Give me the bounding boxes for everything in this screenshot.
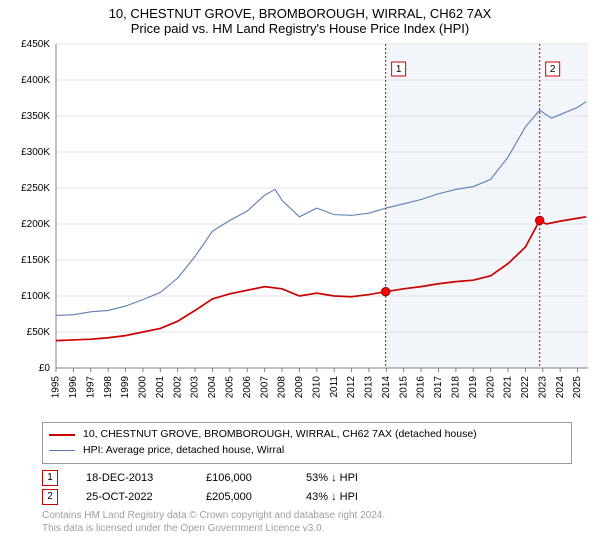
svg-text:£450K: £450K: [21, 39, 50, 50]
transaction-price: £106,000: [206, 472, 306, 484]
transaction-row: 2 25-OCT-2022£205,00043% ↓ HPI: [42, 489, 600, 505]
svg-text:2021: 2021: [503, 376, 514, 399]
svg-text:£100K: £100K: [21, 291, 50, 302]
transaction-date: 25-OCT-2022: [86, 491, 206, 503]
svg-text:2012: 2012: [346, 376, 357, 399]
svg-text:2009: 2009: [294, 376, 305, 399]
svg-text:2011: 2011: [329, 376, 340, 398]
chart-title-line2: Price paid vs. HM Land Registry's House …: [0, 21, 600, 36]
svg-text:£250K: £250K: [21, 183, 50, 194]
transaction-badge: 2: [42, 489, 58, 505]
svg-text:2018: 2018: [451, 376, 462, 399]
svg-text:2015: 2015: [398, 376, 409, 399]
transaction-pct: 43% ↓ HPI: [306, 491, 396, 503]
svg-text:1996: 1996: [68, 376, 79, 399]
footer-line1: Contains HM Land Registry data © Crown c…: [42, 509, 600, 523]
svg-text:2016: 2016: [416, 376, 427, 399]
transaction-badge: 1: [42, 470, 58, 486]
svg-text:2002: 2002: [172, 376, 183, 399]
svg-text:2004: 2004: [207, 376, 218, 399]
svg-text:2014: 2014: [381, 376, 392, 399]
svg-text:1998: 1998: [103, 376, 114, 399]
svg-text:2008: 2008: [277, 376, 288, 399]
legend-swatch: [49, 434, 75, 436]
svg-text:1995: 1995: [51, 376, 62, 399]
legend: 10, CHESTNUT GROVE, BROMBOROUGH, WIRRAL,…: [42, 422, 572, 464]
svg-text:£400K: £400K: [21, 75, 50, 86]
transaction-date: 18-DEC-2013: [86, 472, 206, 484]
svg-text:2024: 2024: [555, 376, 566, 399]
legend-label: 10, CHESTNUT GROVE, BROMBOROUGH, WIRRAL,…: [83, 427, 477, 443]
transaction-row: 1 18-DEC-2013£106,00053% ↓ HPI: [42, 470, 600, 486]
svg-text:2010: 2010: [311, 376, 322, 399]
transaction-pct: 53% ↓ HPI: [306, 472, 396, 484]
svg-text:£150K: £150K: [21, 255, 50, 266]
svg-text:2006: 2006: [242, 376, 253, 399]
svg-text:£50K: £50K: [27, 327, 51, 338]
legend-item: HPI: Average price, detached house, Wirr…: [49, 443, 565, 459]
svg-text:£0: £0: [39, 363, 51, 374]
svg-text:1997: 1997: [85, 376, 96, 399]
svg-text:2000: 2000: [138, 376, 149, 399]
svg-text:2019: 2019: [468, 376, 479, 399]
transaction-table: 1 18-DEC-2013£106,00053% ↓ HPI 2 25-OCT-202…: [42, 470, 600, 505]
svg-text:2013: 2013: [364, 376, 375, 399]
svg-text:2025: 2025: [572, 376, 583, 399]
svg-text:2001: 2001: [155, 376, 166, 399]
svg-text:£300K: £300K: [21, 147, 50, 158]
legend-label: HPI: Average price, detached house, Wirr…: [83, 443, 284, 459]
svg-text:1999: 1999: [120, 376, 131, 399]
svg-text:2007: 2007: [259, 376, 270, 399]
legend-swatch: [49, 450, 75, 451]
svg-text:2: 2: [550, 64, 556, 75]
chart-title-line1: 10, CHESTNUT GROVE, BROMBOROUGH, WIRRAL,…: [0, 6, 600, 21]
svg-text:£200K: £200K: [21, 219, 50, 230]
price-chart: £0 £50K £100K £150K £200K £250K £300K £350K £400…: [0, 38, 600, 418]
svg-text:2022: 2022: [520, 376, 531, 399]
licence-footer: Contains HM Land Registry data © Crown c…: [42, 509, 600, 536]
svg-text:2023: 2023: [537, 376, 548, 399]
legend-item: 10, CHESTNUT GROVE, BROMBOROUGH, WIRRAL,…: [49, 427, 565, 443]
transaction-price: £205,000: [206, 491, 306, 503]
svg-text:2003: 2003: [190, 376, 201, 399]
svg-text:2020: 2020: [485, 376, 496, 399]
svg-text:1: 1: [396, 64, 402, 75]
svg-text:2005: 2005: [224, 376, 235, 399]
svg-text:£350K: £350K: [21, 111, 50, 122]
footer-line2: This data is licensed under the Open Gov…: [42, 522, 600, 536]
svg-text:2017: 2017: [433, 376, 444, 399]
